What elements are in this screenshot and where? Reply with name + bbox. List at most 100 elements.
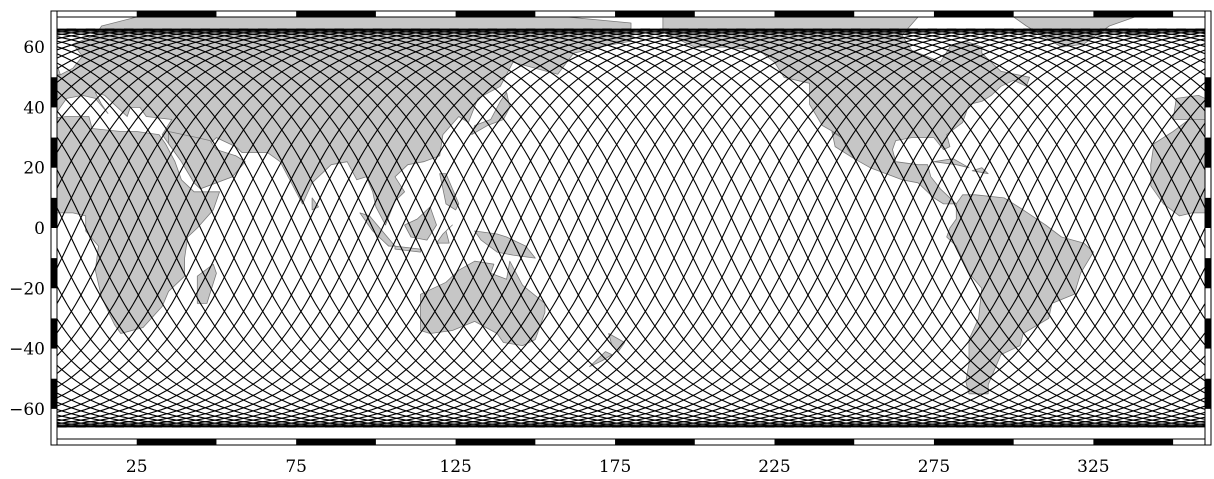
ground-track-descending [57,28,1205,428]
ground-tracks-layer [57,28,1205,428]
ground-track-ascending [535,28,1110,428]
ground-track-ascending [152,28,727,428]
ground-track-ascending [57,28,1205,428]
ground-track-ascending [57,28,1205,428]
frame-segment-bottom [933,439,1014,445]
frame-segment-top [615,11,695,17]
ground-track-ascending [248,28,823,428]
frame-segment-top [296,11,376,17]
ground-track-descending [238,28,813,428]
ground-track-ascending [554,28,1129,428]
frame-segment-top [1093,11,1174,17]
ground-track-descending [430,28,1005,428]
ground-track-ascending [343,28,919,428]
frame-segment-left [51,197,57,228]
land-baja-california [831,131,855,160]
frame-segment-right [1205,137,1211,168]
map-frame [50,10,1212,446]
ground-track-descending [315,28,890,428]
ground-track-ascending [420,28,995,428]
x-tick-label: 125 [439,457,471,477]
ground-track-ascending [401,28,976,428]
ground-track-ascending [57,28,1205,428]
land-philippines [439,173,460,211]
ground-track-descending [57,28,1205,428]
ground-track-ascending [210,28,785,428]
ground-track-ascending [171,28,746,428]
frame-segment-left [51,137,57,168]
ground-track-ascending [439,28,1014,428]
frame-segment-bottom [1093,439,1174,445]
y-tick-label: 20 [23,159,45,179]
longitude-tick-labels: 25 75 125 175 225 275 325 [126,457,1110,477]
land-japan [471,92,511,136]
ground-track-ascending [57,28,1205,428]
y-tick-label: −40 [9,340,45,360]
ground-track-descending [104,28,679,428]
frame-segment-bottom [774,439,855,445]
ground-track-ascending [57,28,1205,428]
ground-track-ascending [57,28,1205,428]
ground-track-ascending [305,28,880,428]
ground-track-descending [123,28,699,428]
ground-track-descending [57,28,1205,428]
ground-track-ascending [382,28,957,428]
ground-track-descending [85,28,660,428]
ground-track-ascending [57,28,1205,428]
x-tick-label: 25 [126,457,148,477]
frame-segment-right [1205,197,1211,228]
ground-track-descending [57,28,1205,428]
ground-track-descending [525,28,1100,428]
frame-segment-top [455,11,536,17]
ground-track-descending [162,28,737,428]
land-cuba [933,158,970,169]
ground-track-descending [334,28,909,428]
frame-segment-left [51,77,57,108]
ground-track-ascending [57,28,1205,428]
ground-track-descending [57,28,1205,428]
ground-track-descending [57,28,1205,428]
frame-segment-bottom [455,439,536,445]
ground-track-descending [57,28,1205,428]
ground-track-ascending [133,28,708,428]
ground-track-descending [296,28,871,428]
ground-track-ascending [57,28,1205,428]
ground-track-descending [57,28,1205,428]
ground-track-descending [57,28,1205,428]
land-iberia-wrap [1172,95,1205,120]
ground-track-descending [57,28,1205,428]
ground-track-descending [66,28,641,428]
ground-track-ascending [57,28,1205,428]
y-tick-label: 60 [23,38,45,58]
ground-track-descending [57,28,1205,428]
ground-track-descending [181,28,756,428]
ground-track-ascending [267,28,842,428]
frame-segment-right [1205,258,1211,289]
ground-track-ascending [57,28,1205,428]
frame-segment-bottom [615,439,695,445]
ground-track-descending [583,28,1158,428]
ground-track-ascending [573,28,1148,428]
ground-track-descending [57,28,1205,428]
frame-band-left [50,10,58,446]
ground-track-descending [602,28,1177,428]
ground-track-descending [449,28,1024,428]
ground-track-ascending [76,28,651,428]
ground-track-descending [372,28,947,428]
ground-track-ascending [458,28,1033,428]
ground-track-ascending [57,28,1205,428]
ground-track-ascending [57,28,1205,428]
land-africa [57,116,221,334]
frame-band-right [1204,10,1212,446]
ground-track-descending [57,28,1205,428]
ground-track-descending [57,28,1205,428]
ground-track-ascending [57,28,1205,428]
ground-track-ascending [592,28,1167,428]
ground-track-ascending [57,28,1205,428]
ground-track-descending [621,28,1196,428]
ground-track-descending [57,28,1205,428]
ground-track-ascending [57,28,1205,428]
y-tick-label: −20 [9,279,45,299]
ground-track-ascending [57,28,1205,428]
